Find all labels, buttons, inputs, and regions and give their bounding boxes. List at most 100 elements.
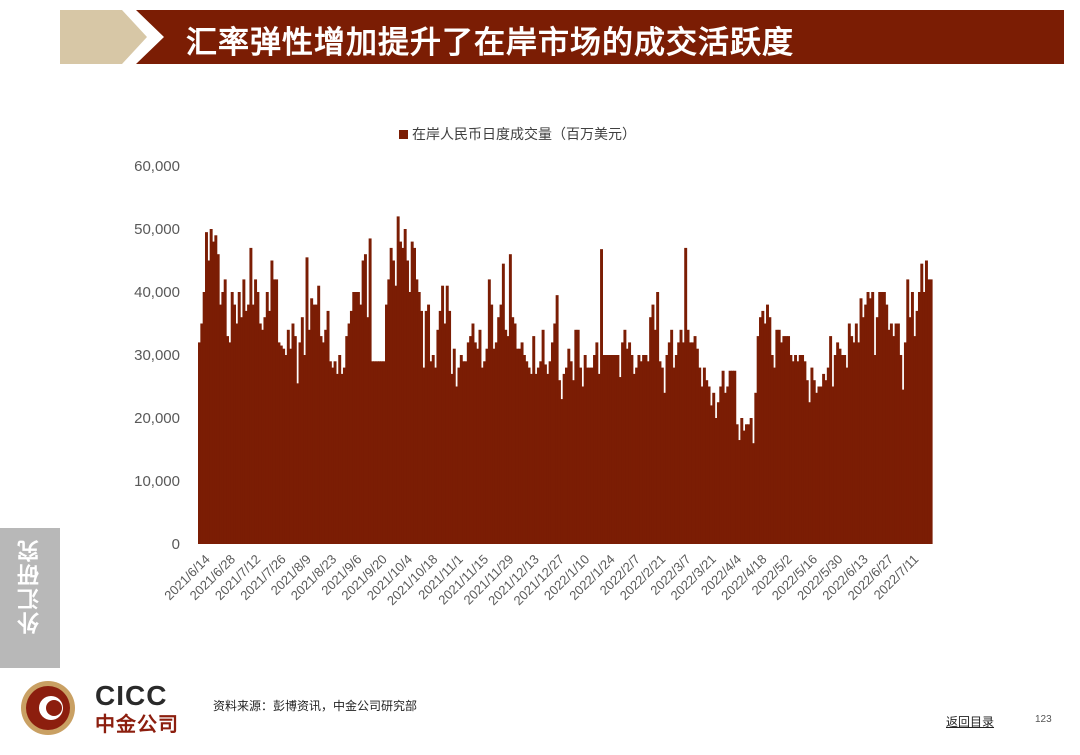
bar xyxy=(903,342,907,544)
bar xyxy=(852,342,856,544)
bar xyxy=(483,361,487,544)
bar xyxy=(289,348,293,544)
bar xyxy=(621,342,625,544)
bar xyxy=(614,355,618,544)
bar xyxy=(864,304,868,544)
bar xyxy=(326,310,330,544)
y-tick-label: 20,000 xyxy=(134,410,180,427)
bar xyxy=(546,373,550,544)
bar xyxy=(434,367,438,544)
bar xyxy=(728,370,732,544)
bar xyxy=(822,373,826,544)
bar xyxy=(511,317,515,544)
title-banner xyxy=(60,10,1064,64)
bar xyxy=(623,329,627,544)
bar xyxy=(672,367,676,544)
bar xyxy=(871,292,875,544)
bar xyxy=(396,216,400,544)
bar xyxy=(340,373,344,544)
bar xyxy=(913,336,917,544)
bar xyxy=(688,342,692,544)
bar xyxy=(314,304,318,544)
bar xyxy=(200,323,204,544)
bar xyxy=(427,304,431,544)
bar xyxy=(817,386,821,544)
bar xyxy=(469,336,473,544)
bar xyxy=(375,361,379,544)
bar xyxy=(637,355,641,544)
bar xyxy=(801,355,805,544)
bar xyxy=(534,373,538,544)
bar xyxy=(773,367,776,544)
bar xyxy=(307,329,311,544)
bar xyxy=(317,285,321,544)
bar xyxy=(284,355,288,544)
bar xyxy=(216,254,220,544)
bar xyxy=(714,418,718,544)
bar xyxy=(600,249,603,544)
source-note: 资料来源：彭博资讯，中金公司研究部 xyxy=(213,699,418,713)
bar xyxy=(525,361,529,544)
bar xyxy=(878,292,882,544)
bar xyxy=(298,342,302,544)
bar xyxy=(794,355,798,544)
title-bar: 汇率弹性增加提升了在岸市场的成交活跃度 xyxy=(0,0,1080,80)
bar xyxy=(256,292,260,544)
bar xyxy=(808,402,812,544)
bar xyxy=(406,260,409,544)
bar xyxy=(555,295,559,544)
bar xyxy=(300,317,304,544)
bar xyxy=(392,260,395,544)
bar xyxy=(915,310,919,544)
bar xyxy=(226,336,229,544)
bar xyxy=(450,373,454,544)
bar xyxy=(312,304,316,544)
bar xyxy=(214,235,218,545)
bar xyxy=(702,367,706,544)
bar xyxy=(787,336,791,544)
bar xyxy=(557,380,561,544)
bar xyxy=(356,292,360,544)
bar xyxy=(602,355,606,544)
bar xyxy=(198,342,201,544)
bar xyxy=(420,310,424,544)
bar xyxy=(819,386,823,544)
title-accent-chevron xyxy=(60,10,147,64)
bar xyxy=(380,361,384,544)
bar xyxy=(342,367,346,544)
bar xyxy=(263,317,267,544)
bar xyxy=(504,329,508,544)
bar xyxy=(857,342,861,544)
bar xyxy=(485,348,489,544)
bar xyxy=(480,367,484,544)
bar xyxy=(333,361,337,544)
bar xyxy=(359,304,363,544)
back-to-contents-link[interactable]: 返回目录 xyxy=(946,715,995,729)
bar xyxy=(583,355,587,544)
bar xyxy=(385,304,388,544)
bar xyxy=(361,260,365,544)
bar xyxy=(394,285,398,544)
bar xyxy=(777,329,781,544)
page-title: 汇率弹性增加提升了在岸市场的成交活跃度 xyxy=(186,25,794,61)
bar xyxy=(698,367,702,544)
bar xyxy=(875,317,879,544)
bar xyxy=(740,418,744,544)
bar xyxy=(565,367,568,544)
bar xyxy=(508,254,512,544)
bar xyxy=(527,367,531,544)
bar xyxy=(679,329,683,544)
legend-swatch xyxy=(399,130,408,139)
bar xyxy=(562,373,566,544)
bar xyxy=(581,386,585,544)
bar xyxy=(791,361,795,544)
bar xyxy=(805,380,809,544)
bar xyxy=(843,355,847,544)
bar xyxy=(742,430,746,544)
bar xyxy=(305,257,309,544)
bar xyxy=(850,336,854,544)
bar xyxy=(272,279,276,544)
bar xyxy=(625,348,629,544)
bar xyxy=(389,247,393,544)
bar xyxy=(866,292,870,544)
